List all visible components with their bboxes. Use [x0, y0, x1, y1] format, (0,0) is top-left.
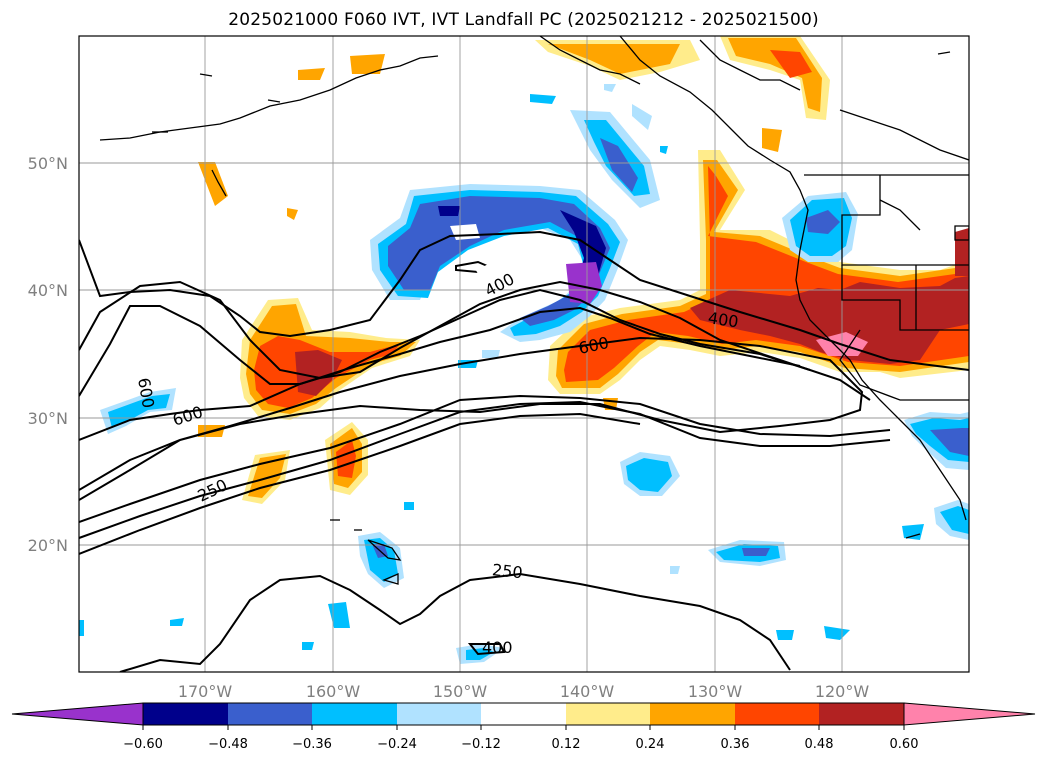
colorbar-segment [143, 703, 228, 725]
colorbar-segment [228, 703, 312, 725]
colorbar-segment [312, 703, 397, 725]
colorbar-tick-label: 0.60 [890, 737, 919, 752]
lon-label: 150°W [433, 682, 488, 701]
positive-shading [198, 36, 969, 504]
colorbar-segment [735, 703, 819, 725]
colorbar-tick-label: 0.36 [721, 737, 750, 752]
colorbar-tick-label: −0.60 [123, 737, 163, 752]
map-panel: 400 400 600 600 600 250 250 400 [79, 36, 969, 672]
lat-label: 20°N [28, 536, 68, 555]
colorbar-tick-label: −0.12 [461, 737, 501, 752]
colorbar-segment [566, 703, 650, 725]
negative-shading [79, 84, 969, 664]
colorbar-segment [819, 703, 904, 725]
lon-label: 170°W [178, 682, 233, 701]
colorbar-tick-label: −0.36 [292, 737, 332, 752]
colorbar-tick-label: 0.48 [805, 737, 834, 752]
lon-label: 140°W [560, 682, 615, 701]
lon-label: 160°W [306, 682, 361, 701]
map-title: 2025021000 F060 IVT, IVT Landfall PC (20… [228, 10, 819, 30]
colorbar-segment [481, 703, 566, 725]
lat-label: 40°N [28, 281, 68, 300]
colorbar-tick-label: 0.12 [552, 737, 581, 752]
colorbar-extend-high [903, 702, 1036, 726]
contour-label: 400 [707, 308, 740, 331]
lon-label: 130°W [688, 682, 743, 701]
colorbar-segment [397, 703, 481, 725]
colorbar: −0.60 −0.48 −0.36 −0.24 −0.12 0.12 0.24 … [11, 702, 1036, 752]
lon-label: 120°W [815, 682, 870, 701]
colorbar-tick-label: −0.24 [377, 737, 417, 752]
colorbar-extend-low [11, 702, 144, 726]
contour-label: 400 [482, 638, 513, 657]
colorbar-segment [650, 703, 735, 725]
contour-labels: 400 400 600 600 600 250 250 400 [134, 251, 740, 657]
ivt-contours [79, 230, 969, 672]
map-frame [78, 35, 970, 673]
longitude-labels: 170°W 160°W 150°W 140°W 130°W 120°W [178, 682, 870, 701]
coastlines [99, 36, 969, 585]
lat-label: 50°N [28, 154, 68, 173]
latitude-labels: 50°N 40°N 30°N 20°N [28, 154, 68, 555]
lat-label: 30°N [28, 409, 68, 428]
colorbar-tick-label: −0.48 [208, 737, 248, 752]
contour-label: 250 [491, 560, 523, 582]
colorbar-tick-label: 0.24 [636, 737, 665, 752]
